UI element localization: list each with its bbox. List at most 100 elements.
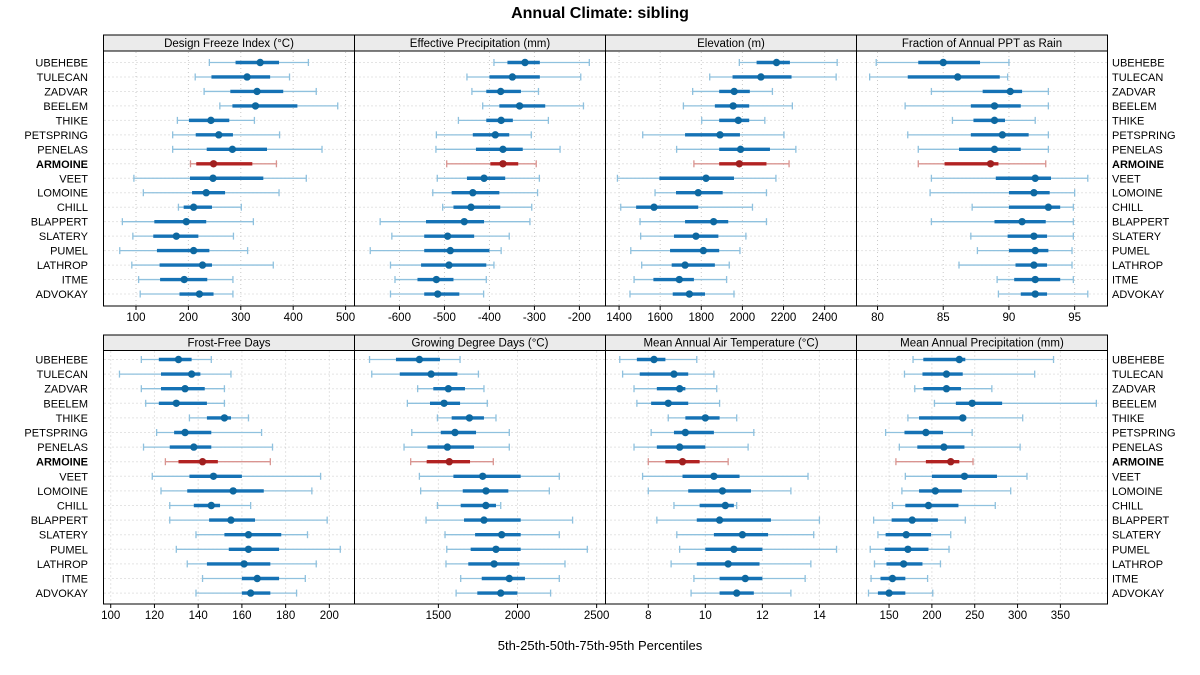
- median-dot: [256, 58, 264, 67]
- median-dot: [702, 174, 710, 182]
- glyph-slatery: [640, 232, 747, 240]
- glyph-advokay: [195, 589, 298, 597]
- median-dot: [899, 560, 908, 568]
- median-dot: [482, 501, 490, 510]
- glyph-blappert: [169, 516, 328, 524]
- site-label-right: LATHROP: [1112, 260, 1163, 272]
- strip-title: Design Freeze Index (°C): [164, 38, 294, 50]
- glyph-beelem: [219, 102, 339, 110]
- median-dot: [415, 355, 424, 364]
- glyph-ubehebe: [912, 355, 1055, 364]
- site-label-left: THIKE: [56, 413, 88, 425]
- panel-elevation: 1400 1600 1800 2000 2200 2400 Elevation (m): [605, 34, 857, 324]
- site-label-right: THIKE: [1112, 413, 1144, 425]
- median-dot: [885, 589, 893, 597]
- glyph-penelas: [675, 145, 797, 154]
- median-dot: [181, 385, 189, 393]
- glyph-beelem: [933, 399, 1098, 407]
- glyph-armoine: [647, 458, 729, 466]
- site-label-right: UBEHEBE: [1112, 355, 1165, 367]
- median-dot: [189, 246, 198, 255]
- tick-label: 2200: [771, 312, 797, 324]
- median-dot: [443, 232, 452, 240]
- site-label-left: PUMEL: [50, 246, 88, 258]
- median-dot: [209, 472, 218, 480]
- glyph-advokay: [867, 589, 934, 597]
- tick-label: 400: [284, 312, 303, 324]
- glyph-armoine: [189, 160, 278, 168]
- median-dot: [207, 501, 215, 510]
- site-label-left: LATHROP: [37, 260, 88, 272]
- median-dot: [710, 472, 718, 480]
- panel-frost-free-days: 100 120 140 160 180 200 Frost-Free Days: [101, 334, 355, 622]
- median-dot: [209, 174, 217, 182]
- glyph-advokay: [139, 290, 234, 298]
- median-dot: [432, 275, 441, 284]
- glyph-chill: [436, 501, 502, 510]
- glyph-zadvar: [140, 385, 226, 393]
- glyph-blappert: [872, 516, 966, 524]
- strip-title: Mean Annual Precipitation (mm): [900, 338, 1064, 350]
- glyph-petspring: [435, 131, 532, 139]
- panel-growing-degree-days: 1500 2000 2500 Growing Degree Days (°C): [354, 334, 610, 622]
- median-dot: [505, 574, 513, 583]
- median-dot: [172, 232, 181, 240]
- glyph-beelem: [636, 399, 721, 407]
- glyph-ubehebe: [140, 355, 212, 364]
- glyph-tulecan: [118, 370, 232, 378]
- site-label-right: VEET: [1112, 173, 1141, 185]
- tick-label: 1500: [426, 610, 452, 622]
- median-dot: [1018, 217, 1026, 226]
- glyph-thike: [907, 414, 1024, 422]
- glyph-thike: [951, 116, 1036, 125]
- glyph-slatery: [444, 531, 560, 539]
- site-label-left: PENELAS: [37, 144, 88, 156]
- median-dot: [942, 385, 951, 393]
- median-dot: [675, 385, 684, 393]
- site-label-right: PENELAS: [1112, 442, 1163, 454]
- median-dot: [497, 531, 506, 539]
- glyph-itme: [633, 275, 728, 284]
- median-dot: [220, 414, 229, 422]
- glyph-zadvar: [692, 87, 774, 96]
- glyph-petspring: [155, 428, 263, 437]
- site-label-right: PETSPRING: [1112, 428, 1176, 440]
- median-dot: [240, 560, 248, 568]
- median-dot: [924, 501, 933, 510]
- glyph-ubehebe: [875, 58, 1010, 67]
- median-dot: [990, 145, 999, 154]
- median-dot: [730, 545, 738, 553]
- site-label-right: ADVOKAY: [1112, 588, 1165, 600]
- glyph-slatery: [877, 531, 952, 539]
- median-dot: [181, 428, 189, 437]
- median-dot: [940, 443, 948, 451]
- median-dot: [444, 385, 453, 393]
- tick-label: 1600: [647, 312, 673, 324]
- median-dot: [733, 589, 741, 597]
- median-dot: [678, 458, 687, 466]
- site-label-left: ITME: [62, 275, 88, 287]
- glyph-veet: [930, 174, 1089, 182]
- glyph-lathrop: [389, 261, 495, 269]
- tick-label: 200: [320, 610, 339, 622]
- site-label-right: SLATERY: [1112, 530, 1162, 542]
- site-label-right: CHILL: [1112, 501, 1143, 513]
- tick-label: 2500: [584, 610, 610, 622]
- glyph-tulecan: [903, 370, 1036, 378]
- median-dot: [716, 131, 724, 139]
- median-dot: [521, 58, 529, 67]
- glyph-lomoine: [142, 189, 280, 197]
- median-dot: [182, 217, 190, 226]
- tick-label: 200: [179, 312, 198, 324]
- glyph-petspring: [884, 428, 973, 437]
- glyph-pumel: [679, 545, 838, 553]
- median-dot: [960, 472, 969, 480]
- median-dot: [664, 399, 672, 407]
- glyph-armoine: [410, 458, 494, 466]
- glyph-itme: [137, 275, 234, 284]
- tick-label: -200: [568, 312, 591, 324]
- glyph-armoine: [164, 458, 271, 466]
- glyph-ubehebe: [493, 58, 590, 67]
- site-label-right: TULECAN: [1112, 369, 1163, 381]
- glyph-chill: [442, 203, 533, 211]
